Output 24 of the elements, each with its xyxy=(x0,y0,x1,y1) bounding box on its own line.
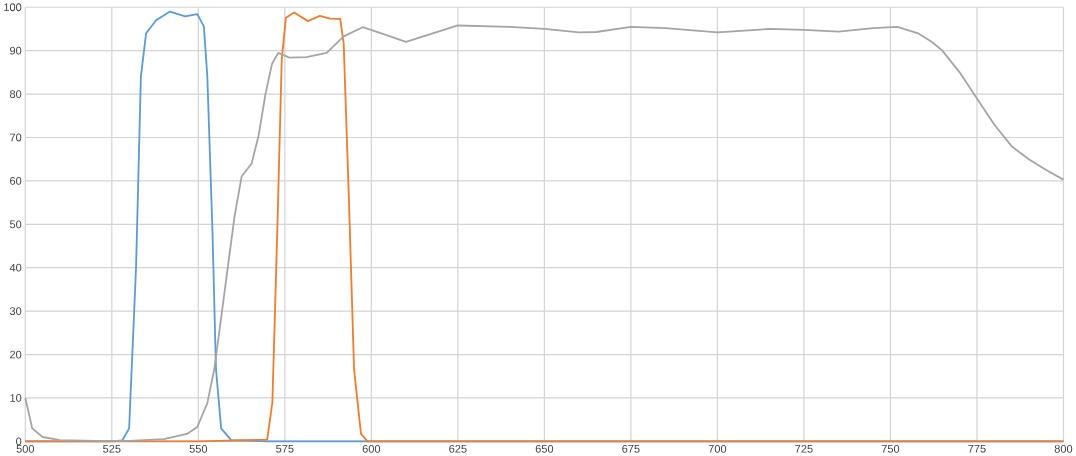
x-tick-label: 625 xyxy=(449,444,467,453)
x-tick-label: 725 xyxy=(795,444,813,453)
y-tick-label: 90 xyxy=(10,46,22,55)
y-tick-label: 10 xyxy=(10,394,22,402)
x-tick-label: 700 xyxy=(708,444,727,453)
y-tick-label: 0 xyxy=(16,437,22,446)
y-tick-label: 80 xyxy=(9,90,22,98)
x-tick-label: 600 xyxy=(362,444,381,453)
x-tick-label: 650 xyxy=(535,444,554,453)
y-tick-label: 100 xyxy=(4,3,22,12)
x-tick-label: 800 xyxy=(1054,444,1073,453)
y-tick-label: 40 xyxy=(9,263,22,272)
y-tick-label: 20 xyxy=(10,350,22,359)
y-tick-label: 70 xyxy=(10,133,22,142)
x-tick-label: 675 xyxy=(622,444,640,453)
x-tick-label: 550 xyxy=(189,444,208,453)
y-tick-label: 60 xyxy=(10,176,22,185)
x-tick-label: 775 xyxy=(968,444,986,453)
x-tick-label: 750 xyxy=(881,444,900,453)
x-tick-label: 525 xyxy=(103,444,121,453)
y-tick-label: 30 xyxy=(9,307,22,316)
y-tick-label: 50 xyxy=(9,220,22,229)
x-tick-label: 500 xyxy=(16,444,35,453)
x-tick-label: 575 xyxy=(276,444,294,453)
